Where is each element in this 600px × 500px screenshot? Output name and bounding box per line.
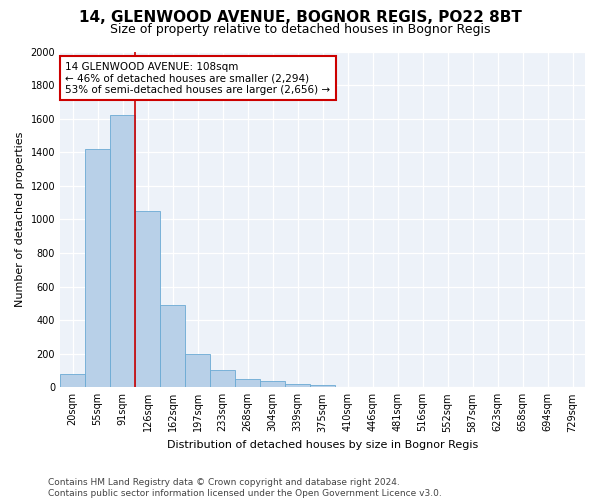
Y-axis label: Number of detached properties: Number of detached properties — [15, 132, 25, 307]
Bar — [60, 374, 85, 388]
Bar — [135, 211, 160, 388]
Bar — [185, 354, 210, 388]
X-axis label: Distribution of detached houses by size in Bognor Regis: Distribution of detached houses by size … — [167, 440, 478, 450]
Text: 14, GLENWOOD AVENUE, BOGNOR REGIS, PO22 8BT: 14, GLENWOOD AVENUE, BOGNOR REGIS, PO22 … — [79, 10, 521, 25]
Bar — [210, 370, 235, 388]
Bar — [235, 379, 260, 388]
Text: 14 GLENWOOD AVENUE: 108sqm
← 46% of detached houses are smaller (2,294)
53% of s: 14 GLENWOOD AVENUE: 108sqm ← 46% of deta… — [65, 62, 331, 95]
Bar — [160, 305, 185, 388]
Bar — [310, 385, 335, 388]
Text: Contains HM Land Registry data © Crown copyright and database right 2024.
Contai: Contains HM Land Registry data © Crown c… — [48, 478, 442, 498]
Bar — [110, 116, 135, 388]
Text: Size of property relative to detached houses in Bognor Regis: Size of property relative to detached ho… — [110, 22, 490, 36]
Bar — [85, 149, 110, 388]
Bar — [285, 384, 310, 388]
Bar — [260, 382, 285, 388]
